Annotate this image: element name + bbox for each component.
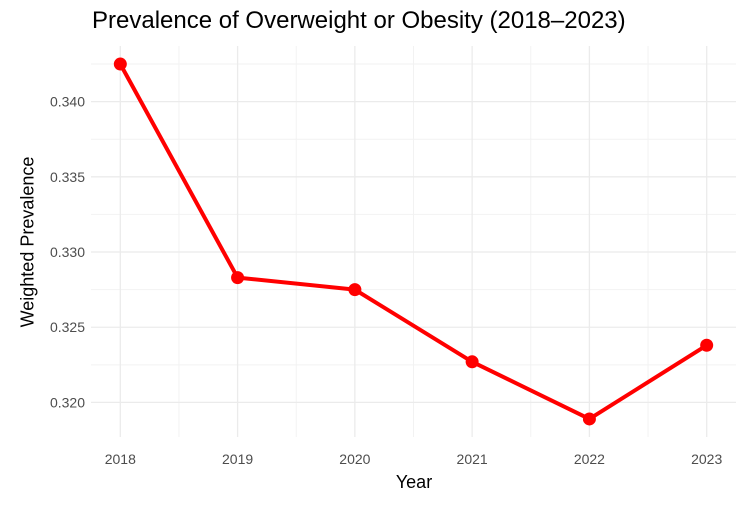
data-point bbox=[231, 271, 245, 285]
x-tick-label: 2018 bbox=[105, 451, 136, 467]
data-point bbox=[348, 283, 362, 297]
x-axis-label: Year bbox=[395, 472, 433, 492]
x-tick-label: 2022 bbox=[574, 451, 605, 467]
minor-gridlines bbox=[91, 46, 736, 437]
x-tick-label: 2020 bbox=[339, 451, 370, 467]
y-tick-label: 0.335 bbox=[50, 169, 85, 185]
data-point bbox=[465, 355, 479, 369]
series-line bbox=[118, 62, 709, 421]
series-layer bbox=[113, 57, 714, 426]
chart-title: Prevalence of Overweight or Obesity (201… bbox=[92, 7, 626, 34]
x-tick-label: 2023 bbox=[691, 451, 722, 467]
x-tick-label: 2019 bbox=[222, 451, 253, 467]
y-axis-ticks: 0.320 0.325 0.330 0.335 0.340 bbox=[50, 94, 85, 411]
data-point bbox=[700, 338, 714, 352]
x-tick-label: 2021 bbox=[457, 451, 488, 467]
major-gridlines bbox=[91, 46, 736, 437]
y-tick-label: 0.325 bbox=[50, 319, 85, 335]
y-tick-label: 0.340 bbox=[50, 94, 85, 110]
y-axis-label: Weighted Prevalence bbox=[17, 156, 38, 328]
data-point bbox=[582, 412, 596, 426]
data-point bbox=[113, 57, 127, 71]
y-tick-label: 0.320 bbox=[50, 394, 85, 410]
y-tick-label: 0.330 bbox=[50, 244, 85, 260]
x-axis-ticks: 2018 2019 2020 2021 2022 2023 bbox=[105, 451, 723, 467]
